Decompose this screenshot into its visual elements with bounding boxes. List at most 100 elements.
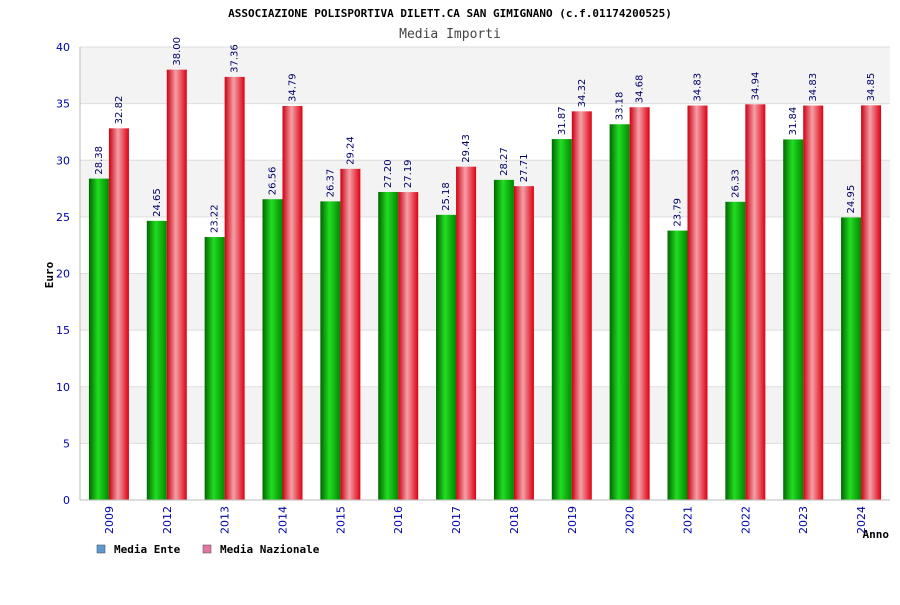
chart-subtitle: Media Importi [399,27,501,42]
y-tick-label: 30 [56,154,70,167]
data-label-media-ente-2024: 24.95 [846,185,857,214]
data-label-media-ente-2017: 25.18 [441,182,452,211]
legend-label-media-nazionale: Media Nazionale [220,543,320,556]
x-tick-label: 2018 [508,506,521,534]
data-label-media-ente-2019: 31.87 [557,106,568,135]
y-tick-label: 0 [63,494,70,507]
x-tick-label: 2009 [103,506,116,534]
bar-media-nazionale-2023 [803,105,824,501]
x-axis-ticks: 2009 2012 2013 2014 2015 2016 2017 2018 2019 2020… [103,506,868,534]
legend-item-media-ente: Media Ente [96,543,181,556]
x-tick-label: 2016 [392,506,405,534]
y-axis-title: Euro [43,261,56,288]
data-label-media-ente-2018: 28.27 [499,147,510,176]
data-label-media-nazionale-2014: 34.79 [288,73,299,102]
bar-media-nazionale-2020 [629,107,650,501]
bar-media-nazionale-2024 [861,105,882,500]
legend-swatch-media-ente [96,544,106,554]
legend-item-media-nazionale: Media Nazionale [202,543,320,556]
y-tick-label: 10 [56,381,70,394]
x-tick-label: 2017 [450,506,463,534]
y-tick-label: 5 [63,437,70,450]
x-tick-label: 2012 [161,506,174,534]
bar-media-ente-2020 [609,124,630,500]
plot-band [80,47,890,104]
bar-media-nazionale-2015 [340,168,361,500]
plot-band [80,330,890,387]
bar-media-nazionale-2021 [687,105,708,501]
bar-series [88,69,882,501]
x-tick-label: 2024 [855,506,868,534]
bar-media-nazionale-2022 [745,104,766,500]
x-tick-label: 2013 [219,506,232,534]
y-tick-label: 40 [56,41,70,54]
y-tick-label: 35 [56,98,70,111]
bar-media-nazionale-2016 [398,192,419,501]
y-tick-label: 20 [56,268,70,281]
data-labels: 28.38 32.82 24.65 38.00 23.22 37.36 26.56 34.79… [94,37,877,233]
data-label-media-ente-2012: 24.65 [152,188,163,217]
plot-band [80,273,890,331]
bar-media-ente-2024 [841,217,862,500]
bar-media-ente-2023 [783,139,804,501]
data-label-media-nazionale-2009: 32.82 [114,96,125,125]
data-label-media-nazionale-2021: 34.83 [693,73,704,102]
bar-media-ente-2016 [378,191,399,500]
data-label-media-nazionale-2023: 34.83 [808,73,819,102]
legend: Media Ente Media Nazionale [96,543,320,556]
bar-media-ente-2013 [204,237,225,500]
bar-media-nazionale-2013 [224,76,245,500]
y-tick-label: 15 [56,324,70,337]
chart-title: ASSOCIAZIONE POLISPORTIVA DILETT.CA SAN … [228,7,672,20]
x-tick-label: 2015 [334,506,347,534]
bar-media-ente-2012 [146,220,167,500]
x-tick-label: 2022 [739,506,752,534]
data-label-media-nazionale-2022: 34.94 [750,72,761,101]
bar-media-nazionale-2017 [456,166,477,500]
bar-media-ente-2009 [88,178,109,500]
bar-media-ente-2014 [262,199,283,500]
bar-media-ente-2017 [436,214,457,501]
x-tick-label: 2021 [682,506,695,534]
bar-media-ente-2018 [493,179,514,500]
data-label-media-nazionale-2015: 29.24 [345,136,356,165]
data-label-media-ente-2016: 27.20 [383,159,394,188]
data-label-media-nazionale-2018: 27.71 [519,154,530,183]
plot-band [80,103,890,161]
x-tick-label: 2023 [797,506,810,534]
plot-band [80,160,890,217]
data-label-media-ente-2009: 28.38 [94,146,105,175]
legend-swatch-media-nazionale [202,544,212,554]
data-label-media-ente-2013: 23.22 [210,204,221,233]
data-label-media-ente-2023: 31.84 [788,107,799,136]
x-tick-label: 2014 [277,506,290,534]
data-label-media-nazionale-2016: 27.19 [403,159,414,188]
plot-band [80,216,890,274]
plot-band [80,443,890,500]
bar-media-nazionale-2009 [108,128,129,500]
y-tick-label: 25 [56,211,70,224]
data-label-media-ente-2020: 33.18 [615,92,626,121]
bar-media-ente-2019 [551,139,572,500]
bar-media-nazionale-2012 [166,69,187,501]
data-label-media-nazionale-2019: 34.32 [577,79,588,108]
x-axis-title: Anno [863,528,890,541]
bar-media-ente-2015 [320,201,341,501]
data-label-media-nazionale-2017: 29.43 [461,134,472,163]
y-axis-ticks: 0 5 10 15 20 25 30 35 40 [56,41,70,507]
data-label-media-nazionale-2013: 37.36 [230,44,241,73]
data-label-media-ente-2022: 26.33 [730,169,741,198]
legend-label-media-ente: Media Ente [114,543,181,556]
data-label-media-nazionale-2020: 34.68 [635,75,646,104]
data-label-media-ente-2014: 26.56 [268,167,279,196]
bar-media-nazionale-2018 [513,186,534,500]
data-label-media-ente-2015: 26.37 [325,169,336,198]
x-tick-label: 2019 [566,506,579,534]
data-label-media-nazionale-2012: 38.00 [172,37,183,66]
x-tick-label: 2020 [624,506,637,534]
bar-media-ente-2021 [667,230,688,500]
data-label-media-nazionale-2024: 34.85 [866,73,877,102]
bar-media-nazionale-2014 [282,106,303,501]
